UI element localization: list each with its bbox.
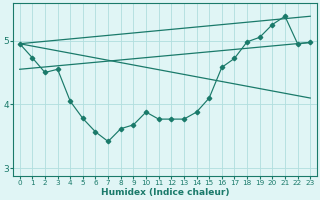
X-axis label: Humidex (Indice chaleur): Humidex (Indice chaleur): [101, 188, 229, 197]
